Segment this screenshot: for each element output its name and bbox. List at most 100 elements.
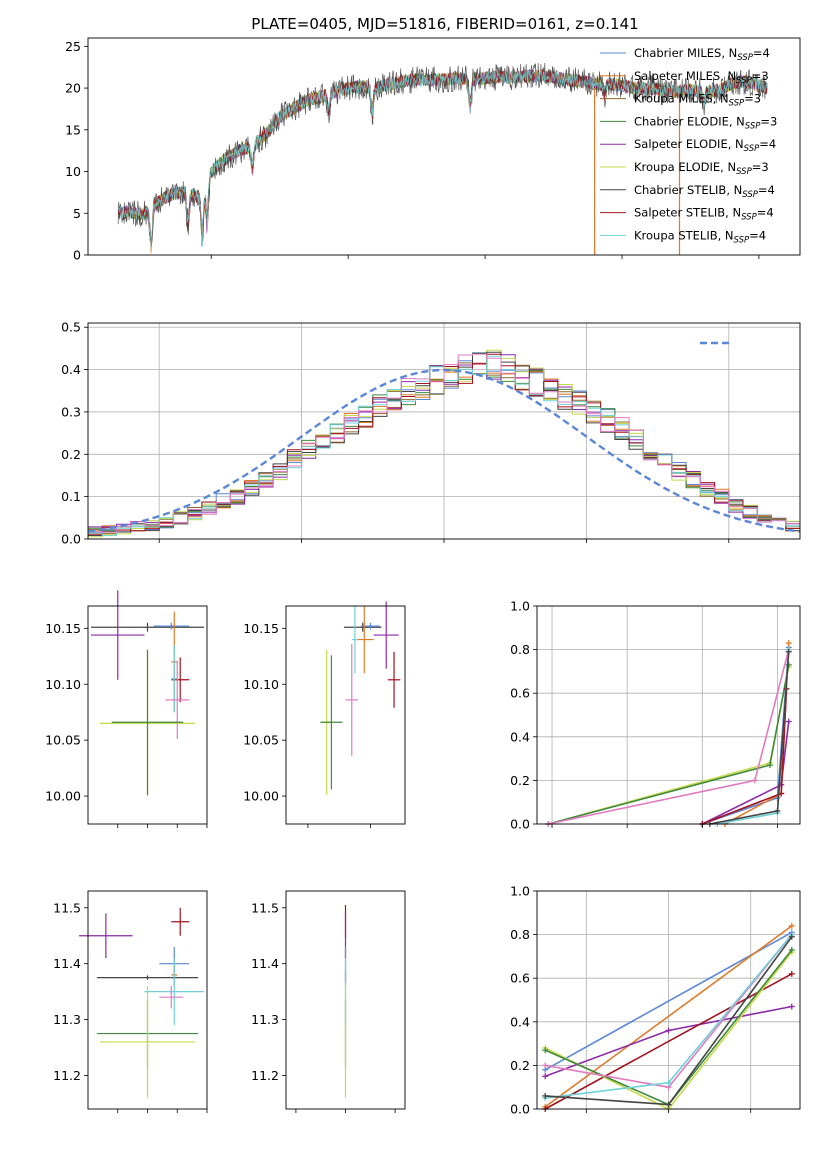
legend-label: Chabrier ELODIE, N [634, 114, 745, 128]
y-tick-label: 11.2 [53, 1068, 81, 1083]
error-point [96, 975, 199, 980]
legend-suffix: =4 [759, 137, 776, 151]
legend-subscript: SSP [734, 235, 750, 245]
y-tick-label: 10.05 [243, 733, 279, 748]
y-tick-label: 0.3 [61, 404, 81, 419]
error-point [171, 645, 178, 713]
panel-mass_vs_Z: 11.2 11.3 11.4 11.5 [53, 890, 208, 1113]
legend-entry: Salpeter MILES, NSSP=3 [634, 69, 769, 86]
y-tick-label: 0.4 [510, 729, 530, 744]
axes-frame [285, 890, 406, 1110]
legend-suffix: =4 [753, 46, 770, 60]
y-tick-label: 0 [73, 248, 81, 263]
y-tick-label: 10.00 [243, 789, 279, 804]
legend-suffix: =4 [758, 183, 775, 197]
figure-title: PLATE=0405, MJD=51816, FIBERID=0161, z=0… [251, 15, 638, 33]
plot-area [87, 349, 801, 538]
y-tick-label: 11.3 [251, 1012, 279, 1027]
y-tick-label: 10 [65, 164, 81, 179]
legend-label: Kroupa MILES, N [634, 92, 729, 106]
y-tick-label: 10.15 [243, 621, 279, 636]
panel-massweight_vs_age: 0.0 0.2 0.4 0.6 0.8 1.0 [510, 599, 801, 832]
panel-residuals: 0.0 0.1 0.2 0.3 0.4 0.5 [61, 320, 801, 547]
y-tick-label: 10.10 [45, 677, 81, 692]
y-tick-label: 25 [65, 39, 81, 54]
legend-label: Chabrier STELIB, N [634, 183, 742, 197]
y-tick-label: 0.4 [510, 1014, 530, 1029]
plot-area [90, 590, 205, 797]
weight-series-4 [544, 973, 793, 1110]
legend-label: Salpeter MILES, N [634, 69, 736, 83]
legend-suffix: =4 [749, 228, 766, 242]
y-tick-label: 0.6 [510, 971, 530, 986]
panel-mass_vs_ebv: 11.2 11.3 11.4 11.5 [251, 890, 406, 1113]
axes-frame [87, 890, 208, 1110]
legend-subscript: SSP [729, 99, 745, 109]
error-point [144, 958, 205, 1026]
y-tick-label: 0.5 [61, 320, 81, 335]
axes-frame [87, 37, 801, 256]
y-tick-label: 0.2 [61, 447, 81, 462]
legend-suffix: =4 [757, 206, 774, 220]
error-point [165, 660, 190, 740]
legend-suffix: =3 [760, 114, 777, 128]
legend-entry: Salpeter ELODIE, NSSP=4 [634, 137, 776, 154]
plot-area [545, 640, 792, 827]
y-tick-label: 10.05 [45, 733, 81, 748]
y-tick-label: 20 [65, 81, 81, 96]
y-tick-label: 5 [73, 206, 81, 221]
y-tick-label: 0.0 [510, 1102, 530, 1117]
y-tick-label: 11.5 [53, 900, 81, 915]
y-tick-label: 11.2 [251, 1068, 279, 1083]
y-tick-label: 11.3 [53, 1012, 81, 1027]
legend-label: Salpeter STELIB, N [634, 206, 741, 220]
error-point [373, 601, 399, 669]
y-tick-label: 11.4 [251, 956, 279, 971]
plot-area [117, 62, 768, 255]
axes-frame [536, 890, 801, 1110]
axes-frame [285, 605, 406, 825]
error-point [153, 622, 190, 630]
y-tick-label: 0.8 [510, 927, 530, 942]
normal-curve [87, 368, 801, 533]
axes-frame [536, 605, 801, 825]
legend-entry: Chabrier STELIB, NSSP=4 [634, 183, 775, 200]
y-tick-label: 1.0 [510, 599, 530, 614]
legend-label: Salpeter ELODIE, N [634, 137, 744, 151]
error-point [171, 907, 190, 936]
y-tick-label: 1.0 [510, 884, 530, 899]
error-point [351, 606, 359, 674]
panel-spectrum: 0 5 10 15 20 25 Chabrier MILES, NSSP=4 Salpeter… [65, 37, 801, 263]
legend-subscript: SSP [737, 53, 753, 63]
legend-entry: Chabrier ELODIE, NSSP=3 [634, 114, 777, 131]
y-tick-label: 0.2 [510, 1058, 530, 1073]
chart-panels: 0 5 10 15 20 25 Chabrier MILES, NSSP=4 Salpeter… [45, 37, 801, 1117]
weight-series-2 [544, 925, 793, 1108]
y-tick-label: 10.15 [45, 621, 81, 636]
error-point [99, 986, 196, 1098]
error-point [90, 590, 145, 680]
panel-massweight_vs_Z: 0.0 0.2 0.4 0.6 0.8 1.0 [510, 884, 801, 1117]
error-point [90, 622, 205, 632]
legend-label: Kroupa ELODIE, N [634, 160, 736, 174]
spectrum-series-9 [117, 70, 768, 249]
legend-subscript: SSP [741, 213, 757, 223]
legend-entry: Salpeter STELIB, NSSP=4 [634, 206, 774, 223]
legend-label: Kroupa STELIB, N [634, 228, 734, 242]
legend-subscript: SSP [745, 121, 761, 131]
legend-suffix: =3 [752, 160, 769, 174]
panel-age_vs_mass: 10.00 10.05 10.10 10.15 [243, 601, 406, 828]
error-point [159, 986, 184, 1009]
panel-age_vs_Z: 10.00 10.05 10.10 10.15 [45, 590, 208, 828]
y-tick-label: 15 [65, 122, 81, 137]
legend-entry: Chabrier MILES, NSSP=4 [634, 46, 770, 63]
legend-subscript: SSP [736, 76, 752, 86]
legend-subscript: SSP [744, 144, 760, 154]
error-point [111, 649, 184, 795]
legend-suffix: =3 [752, 69, 769, 83]
y-tick-label: 0.8 [510, 642, 530, 657]
axes-frame [87, 322, 801, 540]
error-point [320, 655, 343, 790]
legend-entry: Kroupa STELIB, NSSP=4 [634, 228, 766, 245]
